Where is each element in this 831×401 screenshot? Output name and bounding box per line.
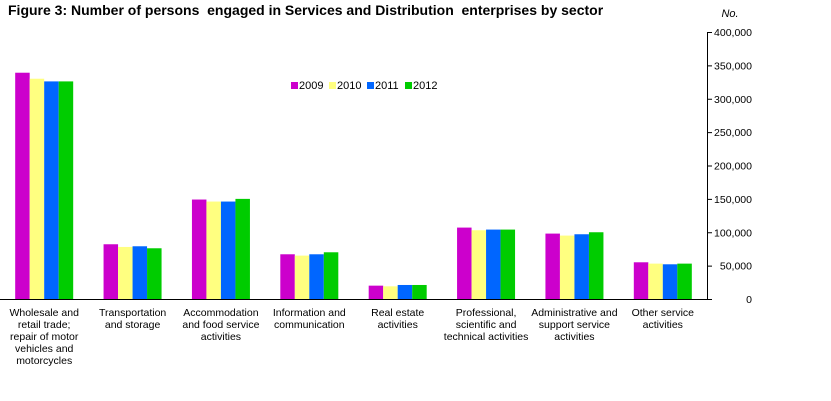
bar-2011-cat-1 <box>132 246 148 299</box>
bar-2012-cat-3 <box>323 252 339 299</box>
bar-2010-cat-3 <box>294 255 310 299</box>
x-tick-label: activities <box>378 319 418 331</box>
bar-2012-cat-0 <box>58 81 74 300</box>
bar-2011-cat-6 <box>574 234 589 299</box>
x-tick-label: motorcycles <box>16 355 72 367</box>
legend-swatch-2012 <box>405 82 412 89</box>
y-tick-label: 0 <box>746 294 752 306</box>
legend-label-2010: 2010 <box>337 80 361 92</box>
bar-2009-cat-0 <box>15 72 30 299</box>
x-tick-label: Other service <box>632 307 695 319</box>
x-tick-label: and food service <box>182 319 259 331</box>
x-tick-label: retail trade; <box>18 319 71 331</box>
bar-2012-cat-5 <box>500 229 516 299</box>
x-tick-label: repair of motor <box>10 331 79 343</box>
bar-2012-cat-2 <box>235 198 250 300</box>
bar-2010-cat-2 <box>206 201 221 299</box>
bar-2011-cat-3 <box>309 254 324 299</box>
x-tick-label: Accommodation <box>183 307 258 319</box>
y-tick-label: 250,000 <box>714 127 752 139</box>
y-axis-unit-label: No. <box>721 8 738 20</box>
bar-2010-cat-5 <box>471 230 487 299</box>
x-tick-label: Real estate <box>371 307 424 319</box>
x-tick-label: activities <box>201 331 241 343</box>
x-tick-label: support service <box>539 319 610 331</box>
bar-2009-cat-7 <box>633 262 649 299</box>
legend-label-2011: 2011 <box>375 80 399 92</box>
x-tick-label: activities <box>554 331 594 343</box>
bar-2012-cat-4 <box>412 284 427 299</box>
x-tick-label: Wholesale and <box>9 307 79 319</box>
y-tick-label: 350,000 <box>714 60 752 72</box>
y-tick-label: 200,000 <box>714 161 752 173</box>
legend-swatch-2009 <box>291 82 298 89</box>
legend-swatch-2010 <box>329 82 336 89</box>
bar-2012-cat-1 <box>147 248 162 299</box>
bars-group <box>15 72 692 300</box>
y-tick-label: 400,000 <box>714 27 752 39</box>
bar-2010-cat-1 <box>118 246 133 299</box>
bar-2010-cat-0 <box>29 78 45 299</box>
x-tick-label: Information and <box>273 307 346 319</box>
bar-2011-cat-7 <box>662 264 678 299</box>
y-tick-label: 150,000 <box>714 194 752 206</box>
legend-label-2012: 2012 <box>413 80 437 92</box>
bar-2012-cat-6 <box>588 232 604 299</box>
x-tick-label: vehicles and <box>15 343 74 355</box>
bar-2009-cat-5 <box>457 227 472 299</box>
bar-2009-cat-6 <box>545 233 560 299</box>
y-tick-label: 300,000 <box>714 94 752 106</box>
legend: 2009 2010 2011 2012 <box>291 80 437 92</box>
x-tick-label: technical activities <box>444 331 529 343</box>
bar-2011-cat-4 <box>397 284 413 299</box>
bar-2011-cat-5 <box>486 229 501 299</box>
bar-2011-cat-0 <box>44 81 59 300</box>
bar-2009-cat-4 <box>368 285 384 299</box>
y-tick-label: 100,000 <box>714 227 752 239</box>
x-tick-label: Administrative and <box>531 307 618 319</box>
x-tick-label: Professional, <box>456 307 517 319</box>
bar-2012-cat-7 <box>677 263 692 299</box>
x-tick-label: Transportation <box>99 307 166 319</box>
bar-2010-cat-4 <box>383 286 398 299</box>
x-tick-label: activities <box>643 319 683 331</box>
bar-2009-cat-1 <box>103 244 119 299</box>
legend-swatch-2011 <box>367 82 374 89</box>
bar-2010-cat-7 <box>648 263 663 299</box>
bar-2011-cat-2 <box>220 201 236 299</box>
y-tick-label: 50,000 <box>720 261 752 273</box>
bar-2009-cat-2 <box>191 199 207 299</box>
y-ticks-group: 0 50,000 100,000 150,000 200,000 250,000 300,0… <box>707 27 752 306</box>
x-tick-label: scientific and <box>456 319 517 331</box>
x-tick-label: and storage <box>105 319 161 331</box>
chart-title: Figure 3: Number of persons engaged in S… <box>8 2 604 18</box>
x-tick-label: communication <box>274 319 345 331</box>
bar-2009-cat-3 <box>280 254 295 299</box>
bar-2010-cat-6 <box>559 235 575 299</box>
legend-label-2009: 2009 <box>299 80 323 92</box>
